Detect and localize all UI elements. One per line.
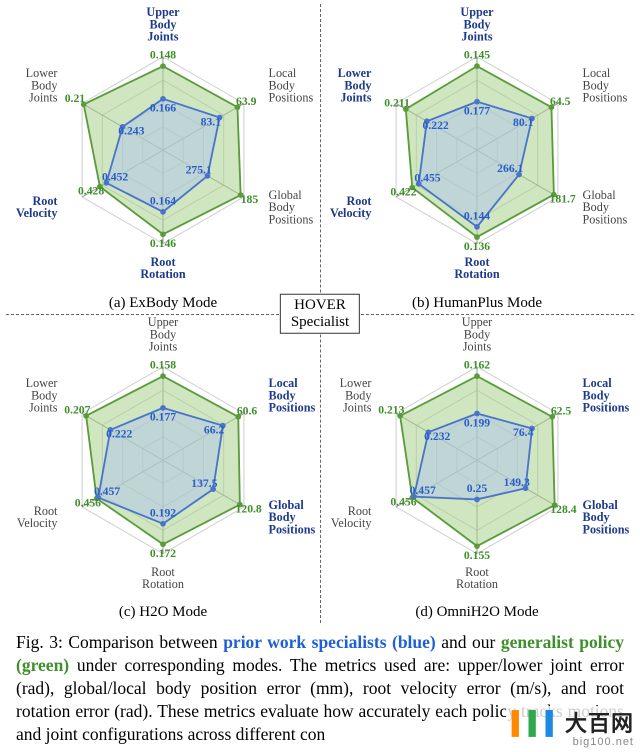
svg-text:266.1: 266.1 <box>497 162 523 175</box>
svg-text:GlobalBodyPositions: GlobalBodyPositions <box>269 497 316 535</box>
watermark-sub: big100.net <box>512 736 634 748</box>
caption-prefix: Fig. 3: Comparison between <box>16 632 223 652</box>
svg-text:181.7: 181.7 <box>550 192 576 205</box>
svg-text:80.1: 80.1 <box>513 116 534 129</box>
svg-text:0.25: 0.25 <box>467 481 488 494</box>
svg-text:0.164: 0.164 <box>150 194 176 207</box>
svg-text:275.1: 275.1 <box>186 163 212 176</box>
svg-text:62.5: 62.5 <box>551 404 572 417</box>
svg-text:0.455: 0.455 <box>414 171 440 184</box>
radar-d: 0.162 62.5 128.4 0.155 0.456 0.213 0.199 76.4 14… <box>322 316 632 611</box>
svg-text:60.6: 60.6 <box>237 404 258 417</box>
svg-text:GlobalBodyPositions: GlobalBodyPositions <box>583 497 630 535</box>
svg-text:0.166: 0.166 <box>150 102 176 115</box>
watermark: ▍▍▍大百网 big100.net <box>506 706 634 748</box>
svg-text:64.5: 64.5 <box>550 95 571 108</box>
svg-text:0.199: 0.199 <box>464 416 490 429</box>
svg-text:0.136: 0.136 <box>464 240 490 253</box>
svg-text:0.422: 0.422 <box>390 185 416 198</box>
radar-grid: 0.148 63.9 185 0.146 0.428 0.21 0.166 83.1 275.1… <box>6 4 634 623</box>
svg-text:RootVelocity: RootVelocity <box>331 504 372 530</box>
svg-text:0.428: 0.428 <box>78 184 104 197</box>
svg-text:0.145: 0.145 <box>464 49 490 62</box>
svg-text:0.158: 0.158 <box>150 358 176 371</box>
svg-text:0.177: 0.177 <box>150 410 176 423</box>
svg-text:185: 185 <box>241 193 259 206</box>
svg-text:LowerBodyJoints: LowerBodyJoints <box>338 66 372 104</box>
panel-c: 0.158 60.6 120.8 0.172 0.456 0.207 0.177 66.2 13… <box>6 314 320 624</box>
svg-text:RootRotation: RootRotation <box>456 564 498 590</box>
svg-text:0.456: 0.456 <box>75 496 101 509</box>
radar-a: 0.148 63.9 185 0.146 0.428 0.21 0.166 83.1 275.1… <box>8 6 318 301</box>
svg-text:128.4: 128.4 <box>550 502 576 515</box>
svg-text:UpperBodyJoints: UpperBodyJoints <box>462 316 492 354</box>
svg-text:0.177: 0.177 <box>464 104 490 117</box>
svg-text:0.243: 0.243 <box>118 125 144 138</box>
center-label-line2: Specialist <box>291 314 349 330</box>
svg-text:0.222: 0.222 <box>106 427 132 440</box>
svg-text:0.207: 0.207 <box>64 403 90 416</box>
svg-text:0.192: 0.192 <box>150 506 176 519</box>
svg-text:120.8: 120.8 <box>236 502 262 515</box>
svg-text:0.213: 0.213 <box>378 403 404 416</box>
svg-text:0.172: 0.172 <box>150 547 176 560</box>
svg-text:0.162: 0.162 <box>464 358 490 371</box>
svg-text:0.146: 0.146 <box>150 237 176 250</box>
svg-text:0.456: 0.456 <box>390 495 416 508</box>
svg-text:RootVelocity: RootVelocity <box>330 194 371 220</box>
svg-text:0.148: 0.148 <box>150 49 176 62</box>
svg-text:LowerBodyJoints: LowerBodyJoints <box>26 66 59 104</box>
svg-text:GlobalBodyPositions: GlobalBodyPositions <box>269 188 314 226</box>
svg-text:0.452: 0.452 <box>102 170 128 183</box>
svg-text:UpperBodyJoints: UpperBodyJoints <box>146 6 180 44</box>
svg-text:LocalBodyPositions: LocalBodyPositions <box>583 376 630 414</box>
svg-text:83.1: 83.1 <box>201 115 222 128</box>
svg-text:0.457: 0.457 <box>410 484 436 497</box>
svg-text:LocalBodyPositions: LocalBodyPositions <box>583 66 628 104</box>
svg-text:UpperBodyJoints: UpperBodyJoints <box>460 6 494 44</box>
caption-blue: prior work specialists (blue) <box>223 632 436 652</box>
svg-text:0.155: 0.155 <box>464 548 490 561</box>
svg-text:0.21: 0.21 <box>65 92 86 105</box>
caption-mid: and our <box>436 632 501 652</box>
panel-b: 0.145 64.5 181.7 0.136 0.422 0.211 0.177 80.1 26… <box>320 4 634 314</box>
svg-text:0.222: 0.222 <box>423 119 449 132</box>
svg-text:0.144: 0.144 <box>464 209 490 222</box>
panel-d: 0.162 62.5 128.4 0.155 0.456 0.213 0.199 76.4 14… <box>320 314 634 624</box>
radar-b: 0.145 64.5 181.7 0.136 0.422 0.211 0.177 80.1 26… <box>322 6 632 301</box>
svg-text:RootRotation: RootRotation <box>142 564 184 590</box>
svg-text:RootRotation: RootRotation <box>140 255 186 281</box>
figure-3: 0.148 63.9 185 0.146 0.428 0.21 0.166 83.1 275.1… <box>0 0 640 752</box>
watermark-main: 大百网 <box>565 711 634 736</box>
svg-text:76.4: 76.4 <box>513 426 534 439</box>
svg-text:0.457: 0.457 <box>94 485 120 498</box>
radar-c: 0.158 60.6 120.8 0.172 0.456 0.207 0.177 66.2 13… <box>8 316 318 611</box>
svg-text:UpperBodyJoints: UpperBodyJoints <box>148 316 178 354</box>
center-hover-label: HOVER Specialist <box>280 293 360 334</box>
svg-text:0.232: 0.232 <box>424 429 450 442</box>
svg-text:LocalBodyPositions: LocalBodyPositions <box>269 66 314 104</box>
svg-text:GlobalBodyPositions: GlobalBodyPositions <box>583 188 628 226</box>
svg-text:RootRotation: RootRotation <box>454 255 500 281</box>
svg-text:66.2: 66.2 <box>204 423 225 436</box>
svg-text:RootVelocity: RootVelocity <box>17 504 58 530</box>
center-label-line1: HOVER <box>294 296 346 312</box>
svg-text:63.9: 63.9 <box>236 95 257 108</box>
watermark-logo: ▍▍▍大百网 <box>512 706 634 738</box>
panel-a: 0.148 63.9 185 0.146 0.428 0.21 0.166 83.1 275.1… <box>6 4 320 314</box>
svg-text:RootVelocity: RootVelocity <box>16 194 57 220</box>
svg-text:LowerBodyJoints: LowerBodyJoints <box>340 376 373 414</box>
svg-text:137.5: 137.5 <box>191 476 217 489</box>
svg-text:149.3: 149.3 <box>504 475 530 488</box>
svg-text:LowerBodyJoints: LowerBodyJoints <box>26 376 59 414</box>
svg-text:0.211: 0.211 <box>384 97 410 110</box>
svg-text:LocalBodyPositions: LocalBodyPositions <box>269 376 316 414</box>
